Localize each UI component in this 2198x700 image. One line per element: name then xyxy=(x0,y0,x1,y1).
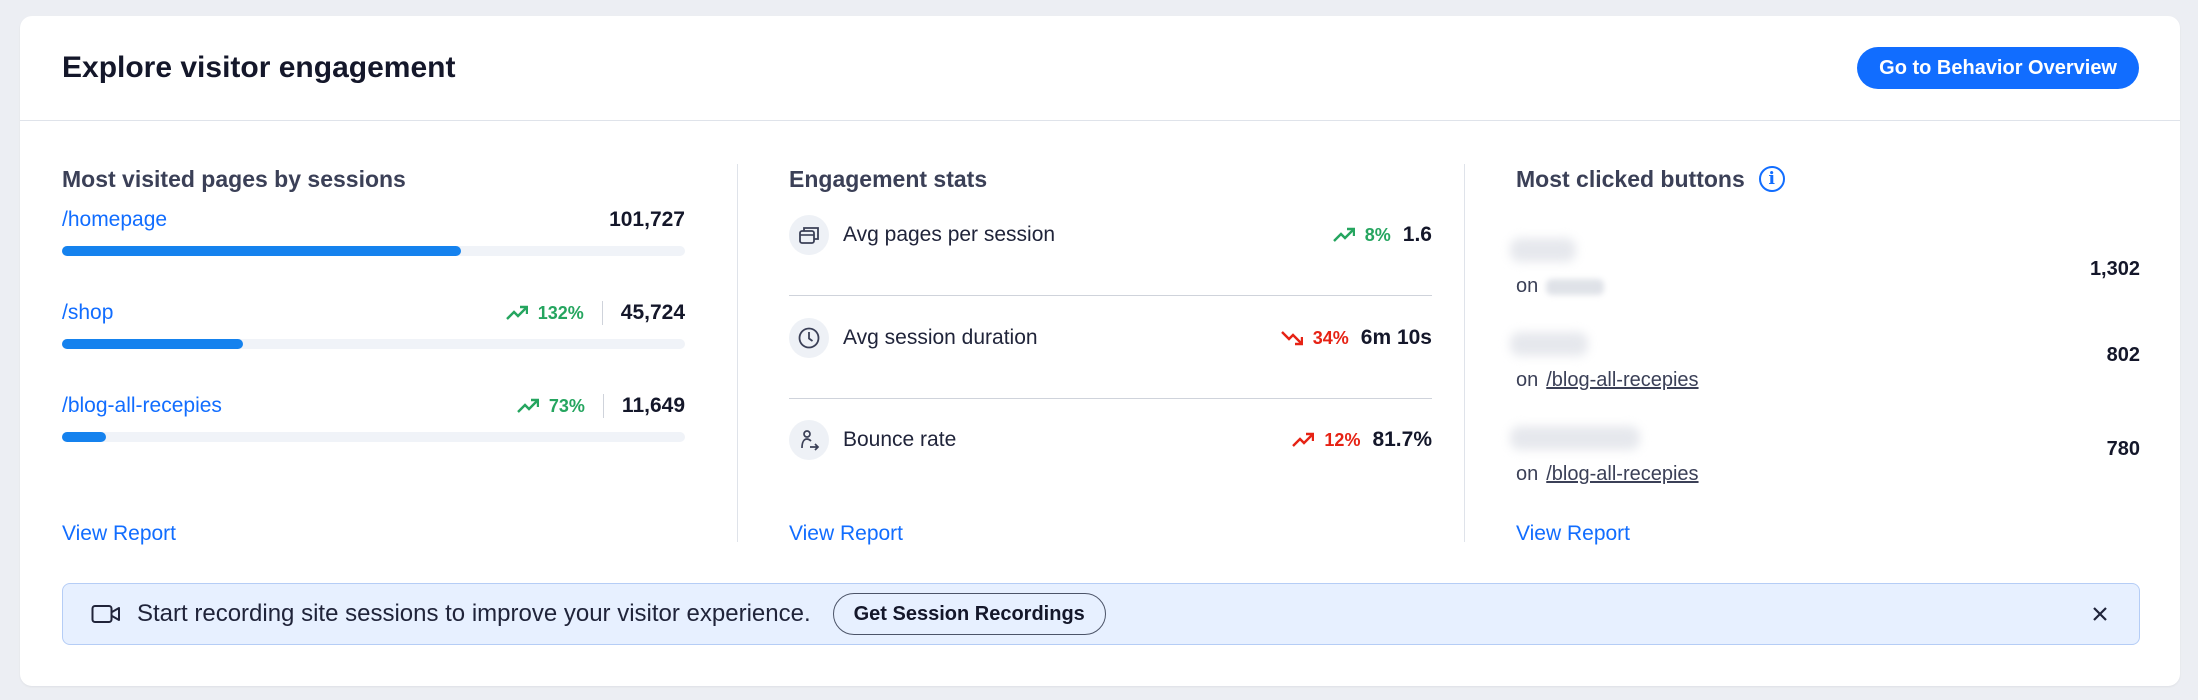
video-camera-icon xyxy=(91,602,121,626)
trend-up-icon xyxy=(1332,227,1355,243)
page-link-blog-all-recepies[interactable]: /blog-all-recepies xyxy=(62,394,222,417)
redacted-button-name xyxy=(1510,332,1588,356)
go-to-behavior-overview-button[interactable]: Go to Behavior Overview xyxy=(1857,47,2139,89)
stat-row-avg-pages: Avg pages per session 8% 1.6 xyxy=(789,208,1432,262)
page-row: /homepage 101,727 xyxy=(62,206,685,256)
trend-indicator: 8% xyxy=(1332,224,1391,246)
button-location: on /blog-all-recepies xyxy=(1516,369,1699,391)
view-report-link[interactable]: View Report xyxy=(789,522,904,545)
card-title: Explore visitor engagement xyxy=(62,51,456,84)
clock-icon xyxy=(789,318,829,358)
sessions-bar-track xyxy=(62,246,685,256)
page-link-homepage[interactable]: /homepage xyxy=(62,208,168,231)
stat-label: Bounce rate xyxy=(843,428,957,451)
info-icon[interactable]: i xyxy=(1758,166,1785,192)
row-divider xyxy=(789,398,1432,399)
sessions-bar-track xyxy=(62,339,685,349)
view-report-link[interactable]: View Report xyxy=(62,522,177,545)
page-row: /blog-all-recepies 73% 11,649 xyxy=(62,392,685,442)
column-divider xyxy=(1464,164,1465,542)
trend-indicator: 34% xyxy=(1280,327,1349,349)
get-session-recordings-button[interactable]: Get Session Recordings xyxy=(832,593,1106,635)
engagement-stats-section: Engagement stats Avg pages per session 8… xyxy=(789,164,1432,558)
trend-up-icon xyxy=(517,398,539,414)
trend-percent: 132% xyxy=(537,302,584,323)
clicked-button-row: on 1,302 xyxy=(1510,238,2140,298)
section-title-row: Most clicked buttons i xyxy=(1516,164,2140,194)
close-icon[interactable] xyxy=(2087,601,2113,627)
button-page-link[interactable]: /blog-all-recepies xyxy=(1546,463,1699,485)
button-location: on /blog-all-recepies xyxy=(1516,463,1699,485)
trend-indicator: 73% xyxy=(517,396,585,417)
trend-indicator: 132% xyxy=(505,302,584,324)
redacted-button-name xyxy=(1510,426,1640,450)
divider xyxy=(601,301,603,325)
trend-percent: 12% xyxy=(1324,429,1361,450)
visitor-engagement-card: Explore visitor engagement Go to Behavio… xyxy=(20,16,2180,686)
click-count: 1,302 xyxy=(2089,258,2140,280)
page-sessions-value: 11,649 xyxy=(621,394,685,417)
stat-value: 6m 10s xyxy=(1360,326,1432,349)
sessions-bar-fill xyxy=(62,339,243,349)
row-divider xyxy=(789,295,1432,296)
view-report-link[interactable]: View Report xyxy=(1516,522,1631,545)
trend-percent: 34% xyxy=(1312,327,1349,348)
section-title: Most clicked buttons xyxy=(1516,165,1745,192)
page-link-shop[interactable]: /shop xyxy=(62,301,114,324)
stat-label: Avg session duration xyxy=(843,326,1038,349)
card-header: Explore visitor engagement Go to Behavio… xyxy=(20,16,2180,121)
click-count: 780 xyxy=(2106,438,2140,460)
page-sessions-value: 101,727 xyxy=(609,208,685,231)
click-count: 802 xyxy=(2106,344,2140,366)
sessions-bar-fill xyxy=(62,432,106,442)
redacted-button-name xyxy=(1510,238,1576,262)
trend-up-red-icon xyxy=(1292,432,1315,448)
banner-text: Start recording site sessions to improve… xyxy=(137,600,811,627)
stat-value: 1.6 xyxy=(1402,223,1432,246)
pages-icon xyxy=(789,215,829,255)
session-recording-banner: Start recording site sessions to improve… xyxy=(62,583,2140,645)
page-row: /shop 132% 45,724 xyxy=(62,299,685,349)
stat-value: 81.7% xyxy=(1372,428,1432,451)
trend-indicator: 12% xyxy=(1292,430,1360,451)
clicked-button-row: on /blog-all-recepies 780 xyxy=(1510,426,2140,486)
button-page-link[interactable]: /blog-all-recepies xyxy=(1546,369,1699,391)
clicked-button-row: on /blog-all-recepies 802 xyxy=(1510,332,2140,392)
stat-row-session-duration: Avg session duration 34% 6m 10s xyxy=(789,311,1432,365)
section-title: Most visited pages by sessions xyxy=(62,165,406,192)
trend-down-icon xyxy=(1280,330,1303,346)
redacted-page-link[interactable] xyxy=(1546,278,1605,295)
most-clicked-buttons-section: Most clicked buttons i on 1,302 on /blog… xyxy=(1510,164,2140,558)
divider xyxy=(602,394,604,418)
button-location: on xyxy=(1516,275,1605,298)
page-sessions-value: 45,724 xyxy=(620,301,685,324)
most-visited-pages-section: Most visited pages by sessions /homepage… xyxy=(62,164,685,558)
sessions-bar-fill xyxy=(62,246,461,256)
section-title: Engagement stats xyxy=(789,165,988,192)
column-divider xyxy=(737,164,738,542)
stat-row-bounce-rate: Bounce rate 12% 81.7% xyxy=(789,413,1432,467)
bounce-icon xyxy=(789,420,829,460)
stats-columns: Most visited pages by sessions /homepage… xyxy=(20,164,2180,558)
trend-up-icon xyxy=(505,305,528,321)
stat-label: Avg pages per session xyxy=(843,223,1056,246)
trend-percent: 8% xyxy=(1364,224,1391,245)
trend-percent: 73% xyxy=(548,395,585,416)
sessions-bar-track xyxy=(62,432,685,442)
